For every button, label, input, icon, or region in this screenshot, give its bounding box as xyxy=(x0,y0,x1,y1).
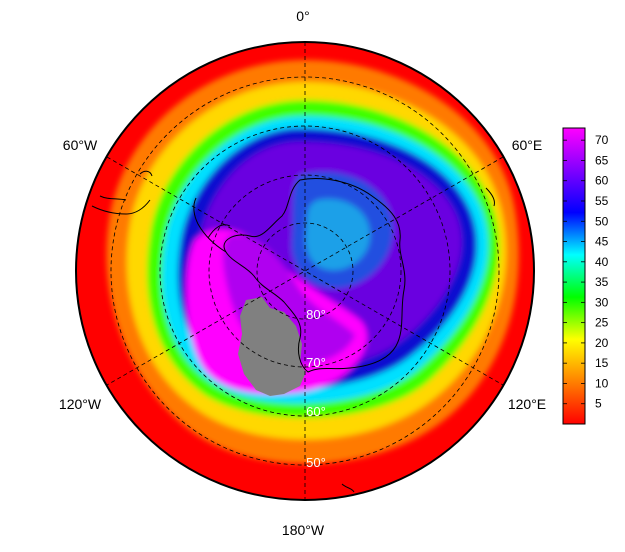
field-low-skyblue xyxy=(305,199,370,271)
colorbar: 5 10 15 20 25 30 35 40 45 50 55 60 65 70 xyxy=(562,127,609,425)
coastlines xyxy=(91,170,495,493)
colorbar-tick-label: 45 xyxy=(595,235,609,249)
colorbar-tick-label: 60 xyxy=(595,174,609,188)
africa-tip-coastline xyxy=(485,187,495,207)
map-outline xyxy=(75,41,535,501)
longitude-labels: 0° 60°W 60°E 120°W 120°E 180°W xyxy=(59,8,546,538)
lat-label-50: 50° xyxy=(306,455,326,470)
colorbar-tick-label: 25 xyxy=(595,316,609,330)
colorbar-tick-label: 40 xyxy=(595,255,609,269)
graticule xyxy=(106,42,504,500)
data-field xyxy=(76,42,534,500)
colorbar-tick-label: 35 xyxy=(595,275,609,289)
lat-label-80: 80° xyxy=(306,307,326,322)
lat-label-70: 70° xyxy=(306,355,326,370)
colorbar-tick-label: 70 xyxy=(595,133,609,147)
colorbar-gradient xyxy=(563,128,585,424)
meridian-60w-120e xyxy=(106,156,504,386)
colorbar-tick-label: 50 xyxy=(595,214,609,228)
meridian-60e-120w xyxy=(106,156,504,386)
colorbar-tick-label: 55 xyxy=(595,194,609,208)
latitude-labels: 80° 70° 60° 50° xyxy=(306,307,326,470)
new-zealand-coastline xyxy=(341,483,355,493)
antarctic-peninsula-coastline xyxy=(193,197,231,253)
antarctica-coastline xyxy=(223,178,406,373)
colorbar-tick-label: 20 xyxy=(595,336,609,350)
lon-label-120e: 120°E xyxy=(508,396,546,412)
colorbar-tick-label: 5 xyxy=(595,397,602,411)
lon-label-0: 0° xyxy=(296,8,309,24)
colorbar-ticks: 5 10 15 20 25 30 35 40 45 50 55 60 65 70 xyxy=(563,133,609,411)
lon-label-60w: 60°W xyxy=(63,137,98,153)
colorbar-border xyxy=(562,127,586,425)
lat-circle-80 xyxy=(256,222,354,320)
lon-label-180w: 180°W xyxy=(282,522,325,538)
lon-label-120w: 120°W xyxy=(59,396,102,412)
lat-label-60: 60° xyxy=(306,404,326,419)
colorbar-tick-label: 65 xyxy=(595,153,609,167)
colorbar-tick-label: 15 xyxy=(595,356,609,370)
south-america-tip-coastline xyxy=(91,170,153,215)
colorbar-tick-label: 30 xyxy=(595,295,609,309)
colorbar-tick-label: 10 xyxy=(595,376,609,390)
no-data-patch xyxy=(238,297,306,396)
lon-label-60e: 60°E xyxy=(512,137,543,153)
